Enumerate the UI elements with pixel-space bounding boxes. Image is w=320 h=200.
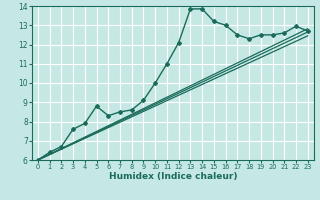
X-axis label: Humidex (Indice chaleur): Humidex (Indice chaleur) [108, 172, 237, 181]
